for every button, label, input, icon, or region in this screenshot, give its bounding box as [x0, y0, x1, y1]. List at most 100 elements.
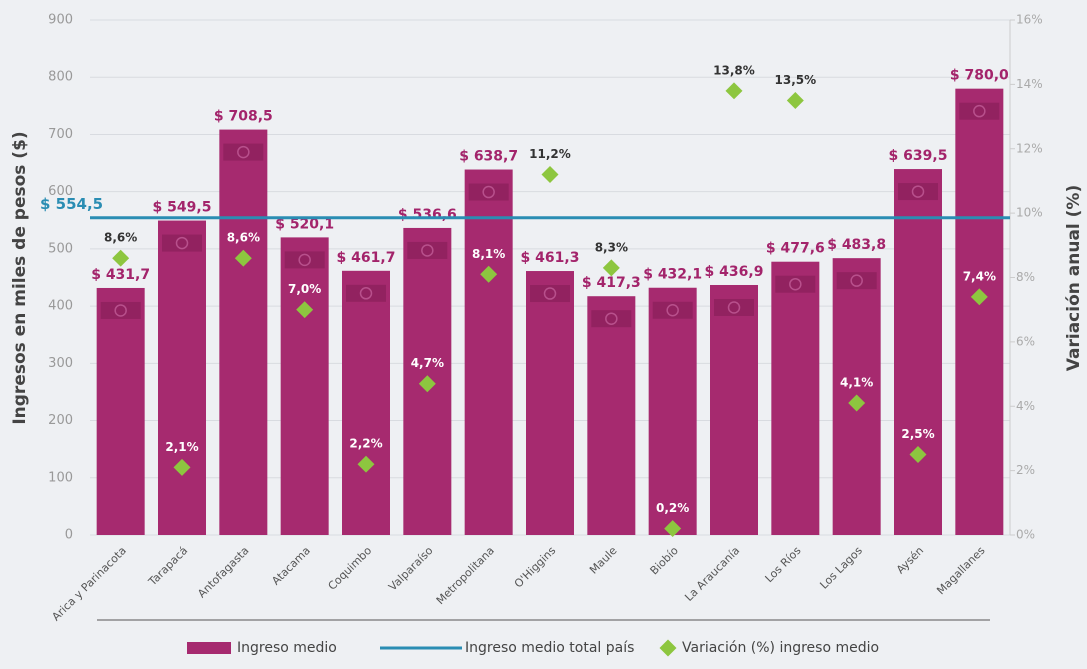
y2-tick-label: 8%: [1016, 270, 1035, 284]
x-tick-label: Maule: [587, 544, 620, 577]
y2-axis-title: Variación anual (%): [1064, 185, 1084, 371]
y-tick-label: 700: [48, 127, 73, 142]
bill-icon: [591, 310, 632, 328]
bar-label: $ 536,6: [398, 207, 457, 223]
variation-marker: [234, 249, 252, 267]
average-label: $ 554,5: [40, 195, 103, 213]
bar-label: $ 520,1: [275, 216, 334, 232]
variation-label: 0,2%: [656, 501, 689, 515]
variation-label: 8,3%: [595, 240, 628, 254]
y2-tick-label: 6%: [1016, 334, 1035, 348]
bill-icon: [898, 183, 938, 201]
variation-label: 11,2%: [529, 147, 571, 161]
bar: [955, 88, 1004, 536]
bill-icon-coin: [605, 312, 618, 325]
variation-marker: [112, 249, 130, 267]
bill-icon: [775, 275, 816, 293]
bill-icon: [100, 301, 141, 319]
x-tick-label: Los Ríos: [763, 544, 804, 585]
bar-label: $ 461,3: [521, 250, 580, 266]
y2-tick-label: 16%: [1016, 13, 1043, 27]
y2-tick-label: 2%: [1016, 463, 1035, 477]
bill-icon-coin: [973, 104, 986, 118]
bar: [464, 169, 513, 535]
bill-icon-coin: [727, 301, 741, 314]
y-tick-label: 400: [48, 299, 73, 314]
bill-icon-coin: [666, 303, 679, 317]
bar-label: $ 432,1: [643, 267, 702, 283]
y-tick-label: 300: [48, 356, 73, 371]
variation-marker: [970, 288, 988, 306]
bill-icon: [284, 251, 325, 269]
variation-marker: [173, 458, 191, 476]
bill-icon-coin: [911, 185, 925, 198]
x-tick-label: Coquimbo: [326, 544, 375, 593]
bar-label: $ 417,3: [582, 275, 641, 291]
bar: [587, 296, 636, 535]
bar: [96, 287, 145, 535]
variation-marker: [296, 301, 314, 319]
bill-icon-coin: [789, 277, 802, 291]
y2-tick-label: 4%: [1016, 399, 1035, 413]
x-tick-label: Aysén: [894, 544, 926, 576]
x-tick-label: Valparaíso: [386, 544, 436, 594]
bar: [219, 129, 268, 535]
bill-icon: [468, 183, 509, 201]
x-tick-label: Metropolitana: [434, 544, 497, 607]
bar: [894, 169, 942, 535]
bar-label: $ 483,8: [827, 237, 886, 253]
variation-marker: [541, 166, 559, 183]
bill-icon: [530, 285, 570, 303]
y2-tick-label: 14%: [1016, 77, 1043, 91]
variation-label: 13,8%: [713, 63, 755, 77]
variation-marker: [664, 520, 682, 538]
x-tick-label: Biobío: [648, 544, 681, 577]
bill-icon: [223, 143, 264, 161]
variation-label: 4,7%: [411, 356, 444, 370]
variation-label: 8,6%: [227, 231, 260, 245]
variation-label: 8,6%: [104, 231, 137, 245]
variation-marker: [418, 375, 436, 393]
variation-label: 7,0%: [288, 282, 321, 296]
bill-icon: [652, 301, 693, 319]
bill-icon-coin: [114, 304, 127, 317]
bill-icon-coin: [237, 145, 250, 159]
bar-label: $ 639,5: [889, 148, 948, 164]
legend-label: Variación (%) ingreso medio: [682, 640, 879, 656]
y2-tick-label: 12%: [1016, 141, 1043, 155]
variation-marker: [357, 455, 375, 473]
y-tick-label: 0: [65, 528, 73, 543]
x-tick-label: O'Higgins: [512, 544, 559, 591]
bar: [710, 284, 758, 535]
y2-tick-label: 0%: [1016, 528, 1035, 542]
bar-label: $ 638,7: [459, 149, 518, 165]
x-tick-label: Arica y Parinacota: [49, 544, 128, 623]
variation-label: 2,5%: [901, 427, 934, 441]
variation-marker: [602, 259, 620, 277]
bill-icon: [836, 272, 877, 290]
bill-icon-coin: [543, 287, 557, 300]
bar-label: $ 708,5: [214, 109, 273, 125]
x-tick-label: Antofagasta: [195, 544, 251, 600]
x-tick-label: La Araucanía: [682, 544, 742, 604]
bar-label: $ 549,5: [153, 200, 212, 216]
y-tick-label: 800: [48, 70, 73, 85]
variation-marker: [786, 91, 804, 109]
variation-label: 13,5%: [775, 73, 817, 87]
bar: [158, 220, 206, 535]
y-tick-label: 600: [48, 184, 73, 199]
bar: [526, 271, 574, 535]
legend-label: Ingreso medio: [237, 640, 337, 656]
bill-icon: [162, 234, 202, 252]
variation-marker: [725, 82, 743, 100]
bill-icon-coin: [298, 253, 311, 267]
bar: [280, 237, 329, 536]
y-axis-title: Ingresos en miles de pesos ($): [10, 131, 30, 424]
bill-icon-coin: [421, 244, 434, 257]
variation-label: 7,4%: [963, 269, 996, 283]
y-tick-label: 900: [48, 13, 73, 28]
y-tick-label: 200: [48, 413, 73, 428]
bill-icon: [959, 102, 1000, 120]
variation-label: 4,1%: [840, 376, 873, 390]
